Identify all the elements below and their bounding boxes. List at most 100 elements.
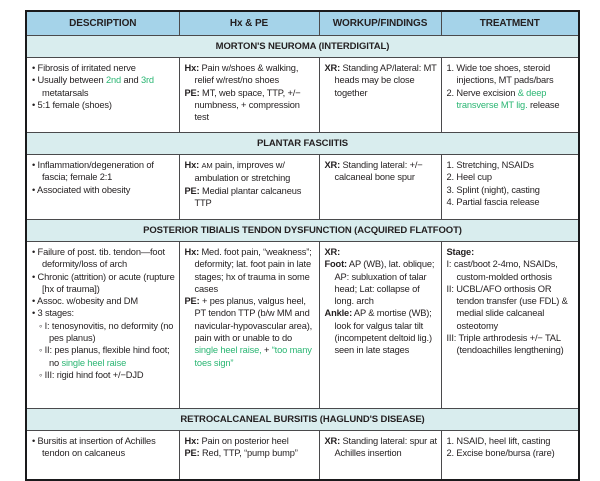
text-segment: Pain w/shoes & walking, relief w/rest/no… bbox=[194, 63, 299, 86]
text-segment: Stage: bbox=[446, 247, 475, 257]
list-marker: ◦ bbox=[39, 345, 45, 356]
text-segment: and bbox=[121, 75, 141, 86]
text-segment: XR: bbox=[324, 247, 341, 257]
text-segment: Hx: bbox=[184, 160, 200, 170]
text-segment: AP & mortise (WB); look for valgus talar… bbox=[334, 308, 433, 356]
cell-description: • Bursitis at insertion of Achilles tend… bbox=[25, 430, 180, 481]
text-segment: Inflammation/degeneration of fascia; fem… bbox=[37, 160, 154, 183]
text-segment: PE: bbox=[184, 87, 200, 98]
text-segment: Pain on posterior heel bbox=[199, 436, 289, 446]
list-marker: • bbox=[32, 308, 38, 319]
text-segment: Med. foot pain, “weakness”; deformity; l… bbox=[194, 247, 312, 294]
section-content-row: • Fibrosis of irritated nerve • Usually b… bbox=[25, 57, 580, 133]
highlighted-text: single heel raise, bbox=[194, 345, 262, 356]
cell-treatment: 1. NSAID, heel lift, casting 2. Excise bo… bbox=[440, 430, 580, 481]
list-marker: II: bbox=[446, 283, 457, 294]
highlighted-text: single heel raise bbox=[61, 357, 127, 368]
foot-disorders-reference: DESCRIPTION Hx & PE WORKUP/FINDINGS TREATME… bbox=[25, 10, 580, 481]
text-segment: AP (WB), lat. oblique; AP: subluxation o… bbox=[334, 259, 435, 307]
list-item: 4. Partial fascia release bbox=[447, 196, 576, 208]
text-segment: Splint (night), casting bbox=[456, 184, 540, 195]
section-header-row: RETROCALCANEAL BURSITIS (HAGLUND'S DISEA… bbox=[25, 408, 580, 431]
text-segment: Medial plantar calcaneus TTP bbox=[194, 185, 302, 208]
paragraph: Hx: Pain on posterior heel bbox=[185, 435, 316, 447]
cell-hx-pe: Hx: Pain on posterior heel PE: Red, TTP, … bbox=[178, 430, 320, 481]
text-segment: Stretching, NSAIDs bbox=[456, 160, 534, 170]
paragraph: XR: Standing AP/lateral: MT heads may be… bbox=[325, 62, 438, 99]
list-marker: 1. bbox=[446, 436, 457, 446]
highlighted-text: “too many toes sign” bbox=[194, 345, 312, 368]
list-marker: • bbox=[32, 296, 38, 307]
text-segment: PE: bbox=[184, 296, 200, 307]
list-marker: 2. bbox=[446, 448, 457, 459]
list-item: 1. NSAID, heel lift, casting bbox=[447, 435, 576, 447]
highlighted-text: 2nd bbox=[105, 75, 122, 86]
section-title: POSTERIOR TIBIALIS TENDON DYSFUNCTION (A… bbox=[25, 219, 580, 242]
paragraph: Hx: Med. foot pain, “weakness”; deformit… bbox=[185, 246, 316, 295]
list-marker: III: bbox=[446, 333, 459, 344]
list-item: ◦ III: rigid hind foot +/−DJD bbox=[39, 369, 176, 381]
list-item: 2. Heel cup bbox=[447, 171, 576, 183]
list-item: ◦ I: tenosynovitis, no deformity (no pes… bbox=[39, 320, 176, 345]
text-segment: UCBL/AFO orthosis OR tendon transfer (us… bbox=[456, 283, 568, 331]
text-segment: Partial fascia release bbox=[456, 196, 540, 207]
text-segment: Foot: bbox=[324, 259, 348, 270]
section-title: RETROCALCANEAL BURSITIS (HAGLUND'S DISEA… bbox=[25, 408, 580, 431]
foot-conditions-table: DESCRIPTION Hx & PE WORKUP/FINDINGS TREATME… bbox=[25, 10, 580, 481]
text-segment: PE: bbox=[184, 448, 200, 459]
highlighted-text: & deep transverse MT lig. bbox=[456, 87, 547, 110]
list-marker: • bbox=[32, 271, 38, 282]
section-content-row: • Failure of post. tib. tendon—foot defo… bbox=[25, 241, 580, 409]
text-segment: + pes planus, valgus heel, PT tendon TTP… bbox=[194, 296, 313, 344]
cell-workup-findings: XR: Standing AP/lateral: MT heads may be… bbox=[318, 57, 442, 133]
section-content-row: • Inflammation/degeneration of fascia; f… bbox=[25, 154, 580, 220]
section-header-row: MORTON'S NEUROMA (INTERDIGITAL) bbox=[25, 35, 580, 58]
list-item: • 5:1 female (shoes) bbox=[32, 99, 176, 111]
text-segment: Failure of post. tib. tendon—foot deform… bbox=[37, 247, 166, 270]
cell-workup-findings: XR: Standing lateral: spur at Achilles i… bbox=[318, 430, 442, 481]
column-header-hx-pe: Hx & PE bbox=[178, 10, 320, 36]
text-segment: Standing lateral: +/− calcaneal bone spu… bbox=[334, 160, 423, 183]
text-segment: cast/boot 2-4mo, NSAIDs, custom-molded o… bbox=[453, 259, 558, 282]
section-content-row: • Bursitis at insertion of Achilles tend… bbox=[25, 430, 580, 481]
list-item: III: Triple arthrodesis +/− TAL (tendoac… bbox=[447, 332, 576, 357]
text-segment: II: pes planus, flexible hind foot; no bbox=[44, 345, 170, 368]
text-segment: NSAID, heel lift, casting bbox=[456, 436, 551, 446]
cell-workup-findings: XR: Foot: AP (WB), lat. oblique; AP: subl… bbox=[318, 241, 442, 409]
text-segment: XR: bbox=[324, 160, 341, 170]
list-item: • Fibrosis of irritated nerve bbox=[32, 62, 176, 74]
text-segment: XR: bbox=[324, 63, 341, 73]
list-item: • Bursitis at insertion of Achilles tend… bbox=[32, 435, 176, 460]
column-header-treatment: TREATMENT bbox=[440, 10, 580, 36]
list-item: • Associated with obesity bbox=[32, 184, 176, 196]
paragraph: Foot: AP (WB), lat. oblique; AP: subluxa… bbox=[325, 258, 438, 307]
paragraph: Hx: AM pain, improves w/ ambulation or s… bbox=[185, 159, 316, 185]
text-segment: XR: bbox=[324, 436, 341, 446]
text-segment: Assoc. w/obesity and DM bbox=[37, 296, 138, 307]
text-segment: Excise bone/bursa (rare) bbox=[456, 448, 555, 459]
text-segment: + bbox=[261, 345, 272, 356]
list-marker: • bbox=[32, 160, 38, 170]
list-marker: 4. bbox=[446, 196, 457, 207]
text-segment: PE: bbox=[184, 185, 200, 196]
list-marker: 1. bbox=[446, 160, 457, 170]
list-item: • 3 stages: bbox=[32, 307, 176, 319]
paragraph: Stage: bbox=[447, 246, 576, 258]
paragraph: XR: Standing lateral: spur at Achilles i… bbox=[325, 435, 438, 460]
list-item: 3. Splint (night), casting bbox=[447, 184, 576, 196]
list-item: 1. Stretching, NSAIDs bbox=[447, 159, 576, 171]
text-segment: Associated with obesity bbox=[37, 184, 131, 195]
text-segment: MT, web space, TTP, +/− numbness, + comp… bbox=[194, 87, 301, 123]
list-marker: ◦ bbox=[39, 369, 45, 380]
list-marker: • bbox=[32, 184, 38, 195]
paragraph: XR: Standing lateral: +/− calcaneal bone… bbox=[325, 159, 438, 184]
section-header-row: PLANTAR FASCIITIS bbox=[25, 132, 580, 155]
list-marker: • bbox=[32, 247, 38, 257]
cell-description: • Failure of post. tib. tendon—foot defo… bbox=[25, 241, 180, 409]
text-segment: AM bbox=[201, 161, 213, 170]
text-segment: Usually between bbox=[37, 75, 106, 86]
cell-hx-pe: Hx: AM pain, improves w/ ambulation or s… bbox=[178, 154, 320, 220]
list-item: • Inflammation/degeneration of fascia; f… bbox=[32, 159, 176, 184]
text-segment: pain, improves w/ ambulation or stretchi… bbox=[194, 160, 291, 184]
section-title: PLANTAR FASCIITIS bbox=[25, 132, 580, 155]
